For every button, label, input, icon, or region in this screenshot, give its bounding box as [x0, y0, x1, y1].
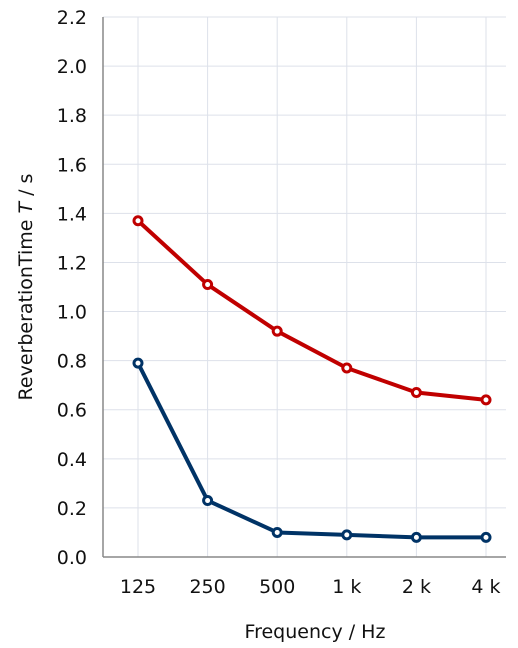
data-point [202, 495, 214, 507]
data-point [480, 394, 492, 406]
y-tick-label: 1.6 [57, 154, 87, 176]
x-tick-label: 250 [189, 576, 225, 598]
y-tick-label: 0.4 [57, 449, 87, 471]
x-axis-title: Frequency / Hz [245, 621, 386, 643]
y-tick-labels: 0.0 0.2 0.4 0.6 0.8 1.0 1.2 1.4 1.6 1.8 2.0 2.2 [57, 7, 87, 569]
data-point [271, 325, 283, 337]
x-tick-label: 1 k [332, 576, 361, 598]
x-tick-label: 2 k [402, 576, 431, 598]
y-tick-label: 0.6 [57, 400, 87, 422]
x-tick-labels: 125 250 500 1 k 2 k 4 k [120, 576, 501, 598]
series-group [132, 215, 492, 543]
series-line-1 [136, 218, 488, 402]
y-tick-label: 1.4 [57, 203, 87, 225]
x-tick-label: 4 k [471, 576, 500, 598]
grid [103, 16, 506, 557]
x-tick-label: 125 [120, 576, 156, 598]
data-point [271, 526, 283, 538]
y-tick-label: 2.0 [57, 56, 87, 78]
y-axis-title-text: ReverberationTime [15, 214, 37, 401]
y-tick-label: 1.0 [57, 302, 87, 324]
y-axis-title-symbol: T [15, 201, 37, 214]
y-tick-label: 1.2 [57, 252, 87, 274]
data-point [202, 279, 214, 291]
y-tick-label: 1.8 [57, 105, 87, 127]
x-tick-label: 500 [259, 576, 295, 598]
data-point [341, 362, 353, 374]
data-point [132, 357, 144, 369]
data-point [341, 529, 353, 541]
data-point [132, 215, 144, 227]
axes [102, 17, 506, 558]
y-axis-title-unit: / s [15, 174, 37, 202]
y-tick-label: 0.8 [57, 351, 87, 373]
y-axis-title: ReverberationTime T / s [15, 174, 37, 401]
data-point [410, 387, 422, 399]
series-line-2 [136, 361, 488, 540]
y-tick-label: 0.0 [57, 547, 87, 569]
y-tick-label: 0.2 [57, 498, 87, 520]
data-point [410, 531, 422, 543]
y-tick-label: 2.2 [57, 7, 87, 29]
data-point [480, 531, 492, 543]
